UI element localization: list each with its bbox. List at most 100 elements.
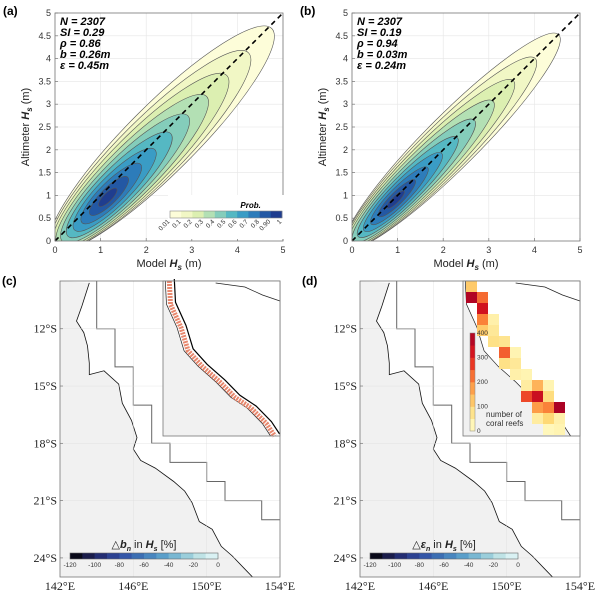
reef-colorbar-swatch (470, 382, 475, 395)
colorbar-title-part: H (445, 539, 454, 551)
colorbar-tick-label: 0 (516, 562, 520, 569)
reef-count-cell (466, 292, 477, 303)
reef-inset (162, 278, 281, 438)
x-axis-label-part: H (467, 258, 476, 270)
colorbar-title-part: n (127, 546, 131, 553)
shelf-edge-line (173, 278, 281, 435)
colorbar-tick-label: -80 (415, 562, 425, 569)
lat-tick-label: 18°S (334, 436, 357, 450)
reef-count-cell (554, 424, 565, 435)
reef-count-cell (521, 369, 532, 380)
x-axis-label-part: Model (137, 258, 170, 270)
colorbar-tick-label: 0.5 (216, 218, 228, 230)
reef-count-cell (543, 391, 554, 402)
x-tick-label: 4 (532, 245, 537, 255)
colorbar-swatch (394, 553, 408, 559)
y-axis-label-part: s (25, 107, 34, 112)
reef-count-cell (532, 380, 543, 391)
colorbar-title-part: in (131, 539, 146, 551)
contour-level-9 (386, 190, 405, 209)
colorbar-swatch (70, 553, 83, 559)
reef-count-cell (499, 358, 510, 369)
colorbar-title-part: s (154, 546, 158, 553)
y-tick-label: 4.5 (335, 31, 348, 41)
colorbar-swatch (203, 211, 216, 218)
reef-count-cell (488, 336, 499, 347)
reef-colorbar-swatch (470, 333, 475, 346)
x-axis-label-part: H (170, 258, 179, 270)
colorbar-swatch (468, 553, 482, 559)
reef-count-cell (510, 358, 521, 369)
x-tick-label: 4 (235, 245, 240, 255)
colorbar-swatch (181, 211, 193, 218)
colorbar-swatch (168, 553, 182, 559)
colorbar-tick-label: -60 (439, 562, 449, 569)
colorbar-frame (369, 552, 519, 560)
reef-colorbar-label: coral reefs (486, 419, 523, 428)
lat-tick-label: 18°S (34, 436, 57, 450)
lat-tick-label: 24°S (34, 551, 57, 565)
y-tick-label: 1 (46, 190, 51, 200)
colorbar-tick-label: -80 (115, 562, 125, 569)
y-tick-label: 4.5 (38, 31, 51, 41)
x-tick-label: 2 (441, 245, 446, 255)
colorbar-tick-label: -100 (88, 562, 101, 569)
reef-count-cell (477, 325, 488, 336)
panel-label: (b) (300, 4, 315, 18)
colorbar-swatch (444, 553, 457, 559)
reef-count-cell (499, 336, 510, 347)
y-axis-label-part: Altimeter (317, 120, 329, 166)
x-axis-label-part: s (474, 263, 479, 272)
colorbar-swatch (107, 553, 120, 559)
stat-line: ε = 0.45m (60, 60, 109, 72)
y-axis-label: Altimeter Hs (m) (317, 88, 331, 166)
reef-colorbar-swatch (470, 357, 475, 371)
y-tick-label: 3.5 (38, 76, 51, 86)
reef-count-cell (543, 424, 554, 435)
lon-tick-label: 150°E (192, 579, 222, 592)
lat-tick-label: 21°S (34, 494, 57, 508)
y-tick-label: 0.5 (38, 213, 51, 223)
y-axis-label-part: H (317, 111, 329, 120)
reef-colorbar-tick: 200 (477, 379, 488, 386)
y-tick-label: 0 (343, 236, 348, 246)
colorbar-swatch (156, 553, 169, 559)
reef-count-cell (488, 325, 499, 336)
stat-line: ρ = 0.94 (356, 38, 398, 50)
land-mass (360, 281, 553, 577)
colorbar-swatch (419, 553, 432, 559)
stat-line: ε = 0.24m (357, 60, 406, 72)
colorbar-title-part: n (426, 546, 430, 553)
colorbar-swatch (407, 553, 420, 559)
lat-tick-label: 21°S (334, 494, 357, 508)
colorbar-swatch (170, 211, 182, 218)
colorbar-title-part: △ (412, 539, 421, 551)
x-axis-label: Model Hs (m) (434, 258, 499, 272)
y-tick-label: 3 (343, 99, 348, 109)
y-tick-label: 2 (343, 145, 348, 155)
y-axis-label-part: (m) (20, 88, 32, 108)
colorbar-swatch (131, 553, 145, 559)
x-tick-label: 3 (486, 245, 491, 255)
colorbar-swatch (382, 553, 395, 559)
colorbar-swatch (259, 211, 272, 218)
land-mass (60, 281, 253, 577)
colorbar-tick-label: -120 (63, 562, 76, 569)
colorbar-swatch (493, 553, 506, 559)
reef-colorbar-swatch (470, 345, 475, 358)
colorbar-swatch (237, 211, 249, 218)
x-axis-label: Model Hs (m) (137, 258, 202, 272)
change-colorbar: -120 -100 -80 -60 -40 -20 0 △εn in Hs [%] (363, 539, 520, 569)
colorbar-tick-label: 0.1 (171, 218, 183, 230)
panel-d: 142°E 146°E 150°E 154°E 12°S 15°S 18°S 21°S 24°S… (302, 274, 595, 592)
colorbar-frame (169, 210, 283, 219)
reef-colorbar-tick: 400 (477, 330, 488, 337)
reef-count-cell (554, 402, 565, 413)
lon-tick-label: 146°E (418, 579, 448, 592)
y-tick-label: 5 (343, 8, 348, 18)
colorbar-swatch (192, 211, 204, 218)
colorbar-swatch (181, 553, 194, 559)
contour-level-9 (98, 187, 118, 207)
